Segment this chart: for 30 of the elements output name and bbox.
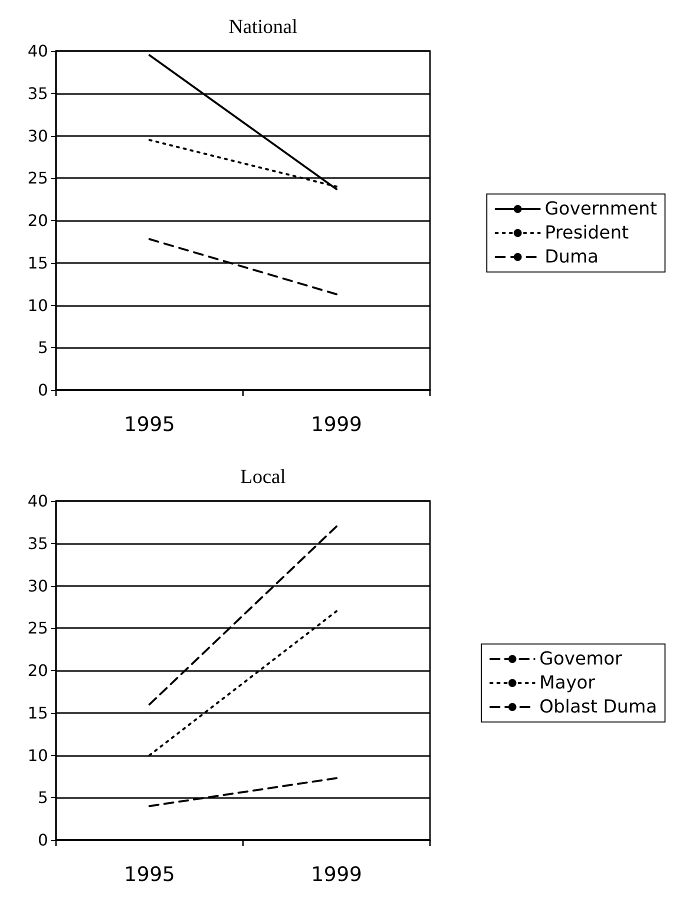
legend-label: Govemor [539,648,623,670]
y-tick-label: 10 [28,746,48,765]
y-tick-label: 20 [28,661,48,680]
legend-label: Government [544,198,658,220]
legend-label: Duma [544,246,599,268]
x-tick-label: 1995 [124,412,175,436]
y-tick-label: 40 [28,492,48,510]
y-tick-label: 20 [28,211,48,230]
y-tick-label: 0 [38,380,48,400]
y-tick-label: 5 [38,788,48,808]
y-tick-label: 35 [28,84,48,103]
x-tick-label: 1999 [311,412,362,436]
x-tick-label: 1995 [124,862,175,886]
y-tick-label: 15 [28,703,48,722]
chart-title: National [228,16,298,38]
y-tick-label: 40 [28,42,48,60]
y-tick-label: 25 [28,618,48,638]
y-tick-label: 15 [28,253,48,272]
y-tick-label: 10 [28,296,48,315]
y-tick-label: 25 [28,168,48,188]
y-tick-label: 30 [28,576,48,596]
x-tick-label: 1999 [311,862,362,886]
y-tick-label: 30 [28,126,48,146]
chart-title: Local [240,466,286,488]
legend-label: Mayor [539,672,596,694]
legend-label: Oblast Duma [539,696,658,718]
y-tick-label: 35 [28,534,48,553]
y-tick-label: 0 [38,830,48,850]
y-tick-label: 5 [38,338,48,358]
legend-label: President [544,222,629,244]
